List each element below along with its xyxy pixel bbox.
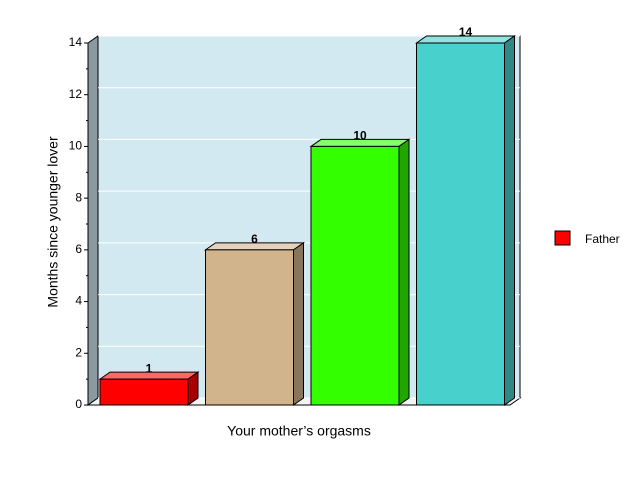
bar [416, 42, 505, 406]
y-tick-label: 0 [75, 397, 82, 411]
y-axis-label: Months since younger lover [45, 136, 61, 308]
bar-side [504, 35, 515, 406]
y-tick-label: 14 [69, 35, 83, 49]
y-tick-label: 2 [75, 345, 82, 359]
data-label: 10 [353, 129, 367, 143]
bar [99, 378, 189, 406]
data-label: 6 [251, 232, 258, 246]
legend-label: Father [585, 232, 620, 246]
bar [205, 249, 294, 406]
side-wall [87, 35, 99, 406]
bar-side [398, 138, 410, 406]
y-tick-label: 6 [75, 242, 82, 256]
bar-side [293, 241, 304, 406]
y-tick-label: 10 [69, 139, 83, 153]
x-axis-label: Your mother’s orgasms [227, 423, 371, 439]
y-tick-label: 12 [69, 87, 83, 101]
bar [310, 145, 400, 406]
data-label: 14 [459, 25, 473, 39]
legend-swatch [554, 230, 571, 246]
y-tick-label: 4 [75, 294, 82, 308]
data-label: 1 [146, 361, 153, 375]
y-tick-label: 8 [75, 190, 82, 204]
